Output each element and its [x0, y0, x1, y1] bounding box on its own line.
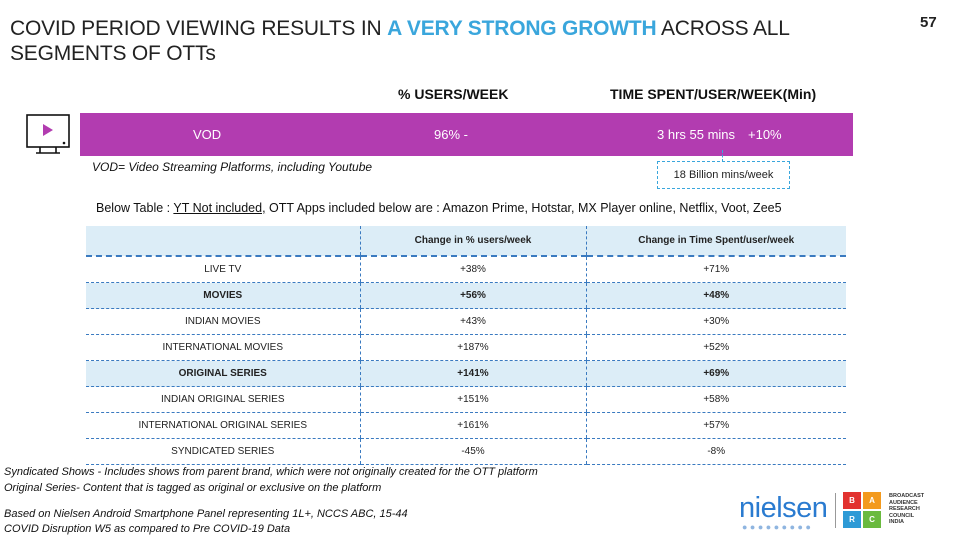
footnote-source: Based on Nielsen Android Smartphone Pane… — [4, 508, 408, 520]
users-change: +43% — [359, 308, 586, 335]
time-change: +48% — [585, 282, 846, 309]
barc-text-line: BROADCAST — [889, 493, 925, 499]
barc-text-line: INDIA — [889, 519, 904, 525]
title-text: COVID PERIOD VIEWING RESULTS IN — [10, 17, 388, 40]
below-note-prefix: Below Table : — [96, 201, 174, 215]
table-row: ORIGINAL SERIES +141% +69% — [86, 360, 846, 387]
time-change: +69% — [585, 360, 846, 387]
time-change: +57% — [585, 412, 846, 439]
page-number: 57 — [920, 14, 937, 31]
page-title: COVID PERIOD VIEWING RESULTS IN A VERY S… — [10, 16, 890, 66]
segment-label: ORIGINAL SERIES — [86, 360, 360, 387]
ott-segment-table: Change in % users/week Change in Time Sp… — [86, 226, 846, 465]
users-change: +141% — [359, 360, 586, 387]
table-row: MOVIES +56% +48% — [86, 282, 846, 309]
segment-label: INTERNATIONAL ORIGINAL SERIES — [86, 412, 360, 439]
segment-label: INTERNATIONAL MOVIES — [86, 334, 360, 361]
users-change: +56% — [359, 282, 586, 309]
table-header-row: Change in % users/week Change in Time Sp… — [86, 226, 846, 257]
users-change: -45% — [359, 438, 586, 465]
vod-summary-bar: VOD 96% - 3 hrs 55 mins +10% — [80, 113, 853, 156]
time-change: +52% — [585, 334, 846, 361]
below-note-underlined: YT Not included, — [173, 201, 266, 215]
barc-letter-c: C — [863, 511, 881, 528]
barc-letter-b: B — [843, 492, 861, 509]
vod-time-change: +10% — [748, 127, 782, 142]
barc-text-line: RESEARCH — [889, 506, 920, 512]
minutes-callout: 18 Billion mins/week — [657, 161, 790, 189]
vod-users-value: 96% - — [434, 127, 468, 142]
segment-label: INDIAN ORIGINAL SERIES — [86, 386, 360, 413]
nielsen-logo-dots: ●●●●●●●●● — [742, 522, 814, 532]
table-row: INTERNATIONAL MOVIES +187% +52% — [86, 334, 846, 361]
time-change: -8% — [585, 438, 846, 465]
barc-logo-text: BROADCAST AUDIENCE RESEARCH COUNCIL INDI… — [889, 493, 924, 526]
time-change: +58% — [585, 386, 846, 413]
title-text-end: ACROSS ALL SEGMENTS OF OTTs — [10, 17, 789, 65]
barc-text-line: AUDIENCE — [889, 499, 918, 506]
barc-letter-r: R — [843, 511, 861, 528]
footnote-comparison: COVID Disruption W5 as compared to Pre C… — [4, 523, 291, 535]
users-change: +38% — [359, 256, 586, 283]
table-row: INTERNATIONAL ORIGINAL SERIES +161% +57% — [86, 412, 846, 439]
title-highlight: A VERY STRONG GROWTH — [387, 17, 657, 40]
table-header-users: Change in % users/week — [359, 226, 586, 257]
below-note-suffix: OTT Apps included below are : Amazon Pri… — [265, 201, 782, 215]
below-table-note: Below Table : YT Not included, OTT Apps … — [96, 201, 782, 215]
vod-time-value: 3 hrs 55 mins — [657, 127, 736, 142]
vod-label: VOD — [193, 127, 222, 142]
barc-logo: B A R C — [843, 492, 883, 529]
barc-letter-a: A — [863, 492, 881, 509]
segment-label: SYNDICATED SERIES — [86, 438, 360, 465]
tv-play-icon — [26, 114, 70, 154]
users-change: +151% — [359, 386, 586, 413]
segment-label: INDIAN MOVIES — [86, 308, 360, 335]
table-header-time: Change in Time Spent/user/week — [585, 226, 846, 257]
table-row: SYNDICATED SERIES -45% -8% — [86, 438, 846, 465]
table-row: INDIAN ORIGINAL SERIES +151% +58% — [86, 386, 846, 413]
table-row: INDIAN MOVIES +43% +30% — [86, 308, 846, 335]
segment-label: LIVE TV — [86, 256, 360, 283]
table-header-segment — [86, 226, 360, 257]
callout-connector — [722, 150, 723, 162]
barc-text-line: COUNCIL — [889, 512, 915, 519]
footnote-syndicated: Syndicated Shows - Includes shows from p… — [4, 466, 538, 478]
vod-definition: VOD= Video Streaming Platforms, includin… — [92, 160, 373, 174]
table-row: LIVE TV +38% +71% — [86, 256, 846, 283]
users-change: +187% — [359, 334, 586, 361]
segment-label: MOVIES — [86, 282, 360, 309]
users-change: +161% — [359, 412, 586, 439]
footnote-original: Original Series- Content that is tagged … — [4, 482, 382, 494]
column-header-time: TIME SPENT/USER/WEEK(Min) — [610, 86, 817, 102]
nielsen-logo: nielsen — [739, 492, 828, 524]
column-header-users: % USERS/WEEK — [398, 86, 509, 102]
time-change: +71% — [585, 256, 846, 283]
time-change: +30% — [585, 308, 846, 335]
logo-divider — [835, 493, 836, 528]
